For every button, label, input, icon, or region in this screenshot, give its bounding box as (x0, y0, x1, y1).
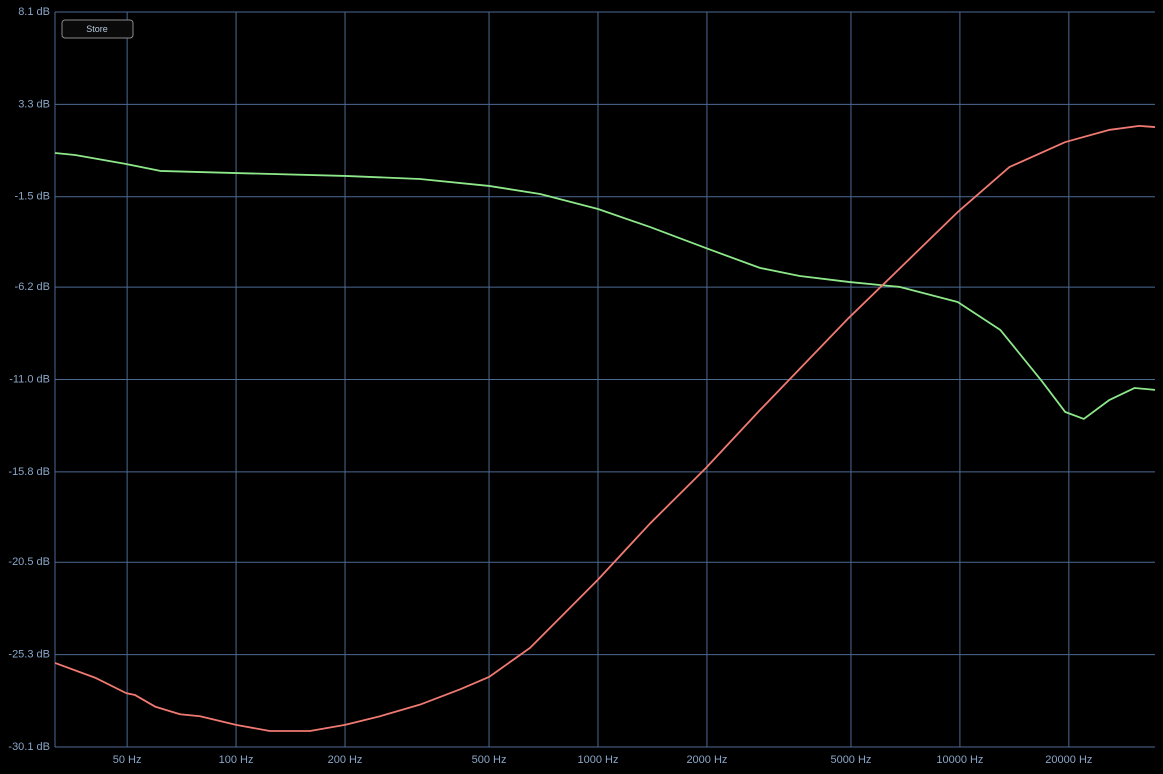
button-frame[interactable] (61, 19, 134, 39)
y-tick-label: -25.3 dB (8, 649, 50, 661)
y-tick-label: -15.8 dB (8, 466, 50, 478)
x-tick-label: 1000 Hz (577, 754, 618, 766)
y-tick-label: 8.1 dB (18, 6, 50, 18)
response-curve (54, 152, 1156, 420)
store-button[interactable]: Store (61, 19, 134, 39)
x-tick-label: 500 Hz (472, 754, 507, 766)
y-tick-label: -6.2 dB (15, 281, 50, 293)
button-label[interactable]: Store (86, 24, 108, 34)
y-tick-label: 3.3 dB (18, 98, 50, 110)
x-tick-label: 10000 Hz (936, 754, 983, 766)
y-tick-label: -11.0 dB (9, 373, 50, 385)
y-tick-label: -20.5 dB (8, 556, 50, 568)
x-tick-label: 2000 Hz (686, 754, 727, 766)
plot (54, 125, 1156, 732)
x-tick-label: 5000 Hz (830, 754, 871, 766)
response-curve (54, 125, 1156, 732)
x-tick-label: 100 Hz (219, 754, 254, 766)
grid: 8.1 dB 3.3 dB -1.5 dB -6.2 dB -11.0 dB -15.8 … (8, 6, 1155, 766)
x-tick-label: 200 Hz (328, 754, 363, 766)
x-tick-label: 50 Hz (113, 754, 142, 766)
y-tick-label: -30.1 dB (8, 741, 50, 753)
x-tick-label: 20000 Hz (1045, 754, 1092, 766)
y-tick-label: -1.5 dB (15, 191, 50, 203)
